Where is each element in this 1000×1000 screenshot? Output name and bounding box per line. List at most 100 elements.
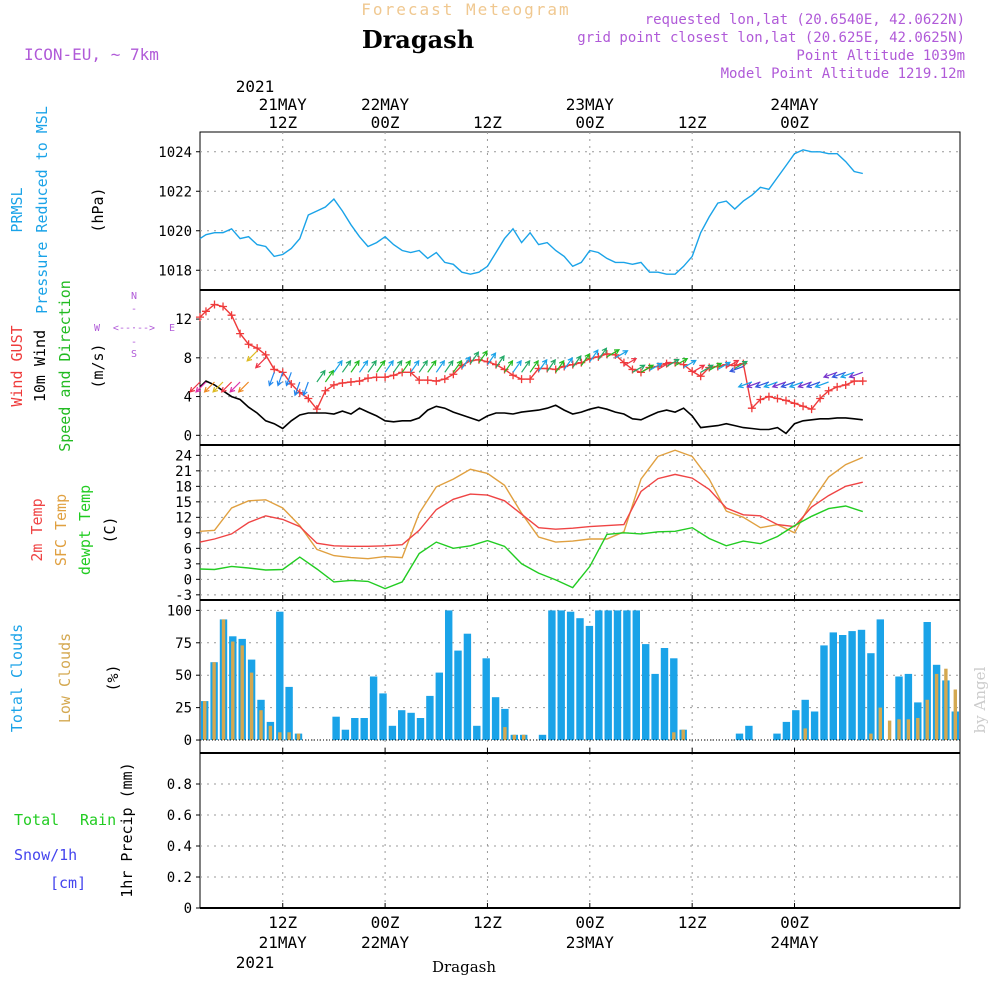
wind-direction-arrow xyxy=(268,372,275,387)
gust-point xyxy=(312,405,321,414)
total-cloud-bar xyxy=(341,729,350,741)
wind-direction-arrow xyxy=(435,359,446,373)
gust-point xyxy=(338,379,347,387)
total-cloud-bar xyxy=(782,721,791,741)
wind-direction-arrow xyxy=(376,359,386,373)
wind-direction-arrow xyxy=(384,359,394,373)
low-cloud-bar xyxy=(803,728,807,741)
wind-label-gust: Wind GUST xyxy=(8,325,26,406)
bottom-hour-label: 00Z xyxy=(575,913,604,932)
total-cloud-bar xyxy=(566,611,575,741)
precip-ytick-label: 0.2 xyxy=(167,870,192,886)
top-date-label: 21MAY xyxy=(259,95,308,114)
total-cloud-bar xyxy=(388,725,397,741)
wind-direction-arrow xyxy=(734,360,748,370)
wind-direction-arrow xyxy=(822,371,838,379)
wind-direction-arrow xyxy=(589,349,599,363)
gust-point xyxy=(236,329,245,338)
wind-direction-arrow xyxy=(597,347,608,361)
low-cloud-bar xyxy=(934,673,939,740)
top-date-label: 22MAY xyxy=(361,95,410,114)
low-cloud-bar xyxy=(953,689,957,741)
compass-north: N xyxy=(131,291,137,302)
precip-panel: 0 0.2 0.4 0.6 0.8 xyxy=(167,752,961,917)
wind-direction-arrow xyxy=(737,381,753,389)
wind-direction-arrow xyxy=(580,353,591,366)
gust-point xyxy=(227,311,236,320)
wind-labels: Wind GUST 10m Wind Speed and Direction (… xyxy=(8,280,175,452)
wind-direction-arrow xyxy=(788,381,804,389)
wind-line xyxy=(199,380,863,435)
wind-direction-arrow xyxy=(212,381,224,393)
gust-point xyxy=(196,313,204,322)
dewpoint-line xyxy=(199,505,864,590)
gust-point xyxy=(201,307,210,316)
gust-point xyxy=(253,344,262,353)
gust-point xyxy=(764,392,773,401)
wind-direction-arrow xyxy=(444,359,454,373)
bottom-date-label: 22MAY xyxy=(361,933,410,952)
gust-point xyxy=(781,396,790,405)
total-cloud-bar xyxy=(792,710,800,740)
wind-direction-arrow xyxy=(401,359,411,373)
top-hour-label: 00Z xyxy=(780,113,809,132)
pressure-ytick-label: 1022 xyxy=(158,184,192,200)
wind-direction-arrow xyxy=(717,361,731,370)
wind-direction-arrow xyxy=(246,350,258,362)
bottom-hour-label: 00Z xyxy=(780,913,809,932)
precip-ytick-label: 0.6 xyxy=(167,808,192,824)
temp-ytick-label: 21 xyxy=(175,464,192,480)
compass-arm-up: - xyxy=(131,304,137,315)
wind-unit: (m/s) xyxy=(89,343,107,388)
low-cloud-bar xyxy=(212,662,216,740)
meteogram-subtitle: Forecast Meteogram xyxy=(361,0,570,19)
wind-direction-arrow xyxy=(700,364,714,373)
wind-direction-arrow xyxy=(418,359,428,373)
temp-unit: (C) xyxy=(101,516,119,543)
bottom-date-label: 21MAY xyxy=(259,933,308,952)
total-cloud-bar xyxy=(595,610,603,741)
cloud-ytick-label: 100 xyxy=(167,603,192,619)
low-cloud-bar xyxy=(203,701,207,740)
low-cloud-bar xyxy=(240,645,244,741)
wind-direction-arrow xyxy=(623,357,638,367)
wind-direction-arrow xyxy=(504,359,514,373)
gust-point xyxy=(807,405,816,414)
low-cloud-bar xyxy=(906,719,911,740)
bottom-date-label: 23MAY xyxy=(566,933,615,952)
wind-direction-arrow xyxy=(538,358,548,372)
wind-direction-arrow xyxy=(293,381,301,397)
wind-direction-arrow xyxy=(461,355,471,369)
top-hour-label: 12Z xyxy=(268,113,297,132)
total-cloud-bar xyxy=(501,708,509,740)
compass-south: S xyxy=(131,349,137,360)
temp-ytick-label: 0 xyxy=(184,572,192,588)
gust-point xyxy=(756,395,765,404)
gust-point xyxy=(355,377,364,386)
watermark: by Angel xyxy=(971,666,989,733)
total-cloud-bar xyxy=(276,611,284,741)
total-cloud-bar xyxy=(435,672,443,740)
total-cloud-bar xyxy=(379,693,387,741)
wind-direction-arrow xyxy=(393,359,403,373)
bottom-hour-label: 12Z xyxy=(473,913,502,932)
low-cloud-bar xyxy=(869,733,873,741)
total-cloud-bar xyxy=(482,658,490,740)
total-cloud-bar xyxy=(895,676,903,740)
low-cloud-bar xyxy=(681,729,685,741)
wind-direction-arrow xyxy=(195,381,207,393)
wind-direction-arrow xyxy=(285,372,292,387)
low-cloud-bar xyxy=(503,727,507,741)
bottom-hour-label: 12Z xyxy=(268,913,297,932)
wind-direction-arrow xyxy=(452,359,463,373)
wind-ytick-label: 12 xyxy=(175,312,192,328)
low-cloud-bar xyxy=(897,719,901,740)
model-point-altitude: Model Point Altitude 1219.12m xyxy=(721,66,965,82)
temp-frame xyxy=(199,444,961,601)
requested-coords: requested lon,lat (20.6540E, 42.0622N) xyxy=(645,12,965,28)
top-hour-label: 00Z xyxy=(371,113,400,132)
total-cloud-bar xyxy=(904,673,913,740)
total-cloud-bar xyxy=(454,650,462,741)
wind-direction-arrow xyxy=(512,359,522,373)
gust-point xyxy=(346,378,355,387)
